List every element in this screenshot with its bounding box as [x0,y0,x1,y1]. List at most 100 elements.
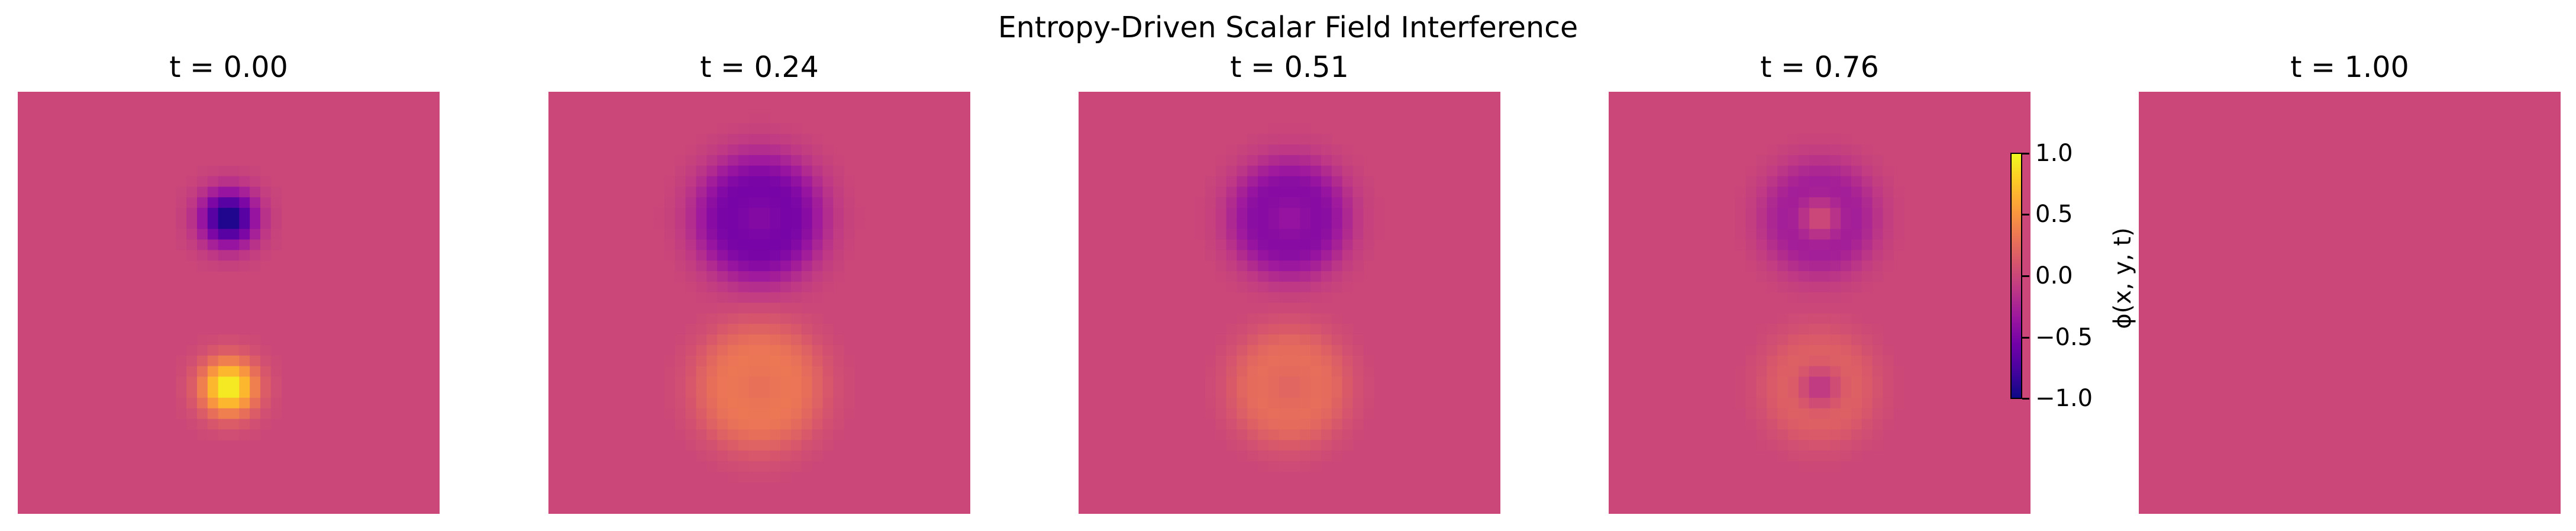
heatmap-cell [1226,197,1237,208]
heatmap-cell [1300,397,1311,409]
heatmap-cell [1819,239,1831,250]
heatmap-cell [1258,408,1269,420]
heatmap-cell [1258,334,1269,346]
heatmap-cell [1352,345,1364,356]
heatmap-cell [759,450,770,462]
heatmap-cell [1205,408,1216,420]
heatmap-cell [1289,324,1300,335]
heatmap-cell [1861,429,1873,440]
heatmap-cell [1872,366,1884,377]
heatmap-cell [728,440,739,451]
heatmap-cell [1756,334,1767,346]
heatmap-cell [844,366,855,377]
heatmap-cell [1352,208,1364,219]
heatmap-cell [1841,229,1852,240]
heatmap-cell [1258,260,1269,272]
heatmap-cell [706,218,718,230]
heatmap-cell [844,250,855,261]
heatmap-cell [696,281,707,293]
heatmap-cell [1300,208,1311,219]
heatmap-cell [1247,408,1258,420]
heatmap-cell [1745,229,1757,240]
heatmap-cell [822,176,834,188]
heatmap-cell [1268,334,1280,346]
heatmap-cell [759,376,770,388]
heatmap-cell [1268,144,1280,156]
heatmap-cell [717,408,728,420]
heatmap-cell [844,218,855,230]
heatmap-cell [1331,250,1343,261]
heatmap-cell [1809,250,1820,261]
heatmap-cell [1861,440,1873,451]
heatmap-cell [207,334,219,346]
heatmap-cell [1798,345,1810,356]
heatmap-cell [1756,419,1767,430]
heatmap-cell [801,165,813,177]
heatmap-cell [1841,155,1852,166]
heatmap-cell [186,366,198,377]
heatmap-cell [1756,397,1767,409]
heatmap-cell [696,229,707,240]
heatmap-cell [1830,419,1841,430]
heatmap-cell [1258,419,1269,430]
heatmap-cell [1872,334,1884,346]
heatmap-cell [685,165,697,177]
heatmap-cell [1745,419,1757,430]
heatmap-cell [1830,186,1841,198]
heatmap-cell [1841,408,1852,420]
heatmap-cell [1819,281,1831,293]
heatmap-cell [844,176,855,188]
heatmap-cell [1861,324,1873,335]
heatmap-cell [674,366,686,377]
heatmap-cell [1841,376,1852,388]
heatmap-cell [738,334,750,346]
heatmap-cell [1883,186,1894,198]
heatmap-cell [1851,218,1862,230]
heatmap-cell [1321,397,1332,409]
heatmap-cell [1331,281,1343,293]
heatmap-cell [1300,429,1311,440]
heatmap-cell [1289,260,1300,272]
heatmap-cell [780,440,792,451]
heatmap-cell [759,324,770,335]
heatmap-cell [1268,186,1280,198]
heatmap-cell [728,186,739,198]
heatmap-cell [717,376,728,388]
heatmap-cell [1331,155,1343,166]
heatmap-cell [706,355,718,367]
heatmap-cell [1893,229,1904,240]
heatmap-cell [812,208,824,219]
heatmap-cell [1883,239,1894,250]
heatmap-cell [1258,461,1269,472]
heatmap-cell [1798,260,1810,272]
heatmap-cell [1268,271,1280,282]
heatmap-cell [1777,155,1789,166]
heatmap-cell [1331,376,1343,388]
heatmap-cell [1841,419,1852,430]
heatmap-cell [770,345,781,356]
heatmap-cell [1735,387,1747,398]
heatmap-cell [770,366,781,377]
heatmap-cell [812,429,824,440]
heatmap-cell [696,260,707,272]
heatmap-cell [1289,366,1300,377]
heatmap-cell [822,440,834,451]
heatmap-cell [1798,334,1810,346]
heatmap-cell [1310,165,1322,177]
heatmap-cell [790,419,802,430]
heatmap-cell [674,429,686,440]
heatmap-cell [780,239,792,250]
heatmap-cell [1342,186,1354,198]
heatmap-cell [728,176,739,188]
heatmap-cell [1777,376,1789,388]
heatmap-cell [239,165,250,177]
heatmap-cell [176,408,187,420]
heatmap-cell [728,376,739,388]
heatmap-cell [207,239,219,250]
heatmap-cell [1310,186,1322,198]
heatmap-cell [1883,397,1894,409]
heatmap-cell [790,461,802,472]
heatmap-cell [696,387,707,398]
heatmap-cell [1777,345,1789,356]
heatmap-cell [780,155,792,166]
